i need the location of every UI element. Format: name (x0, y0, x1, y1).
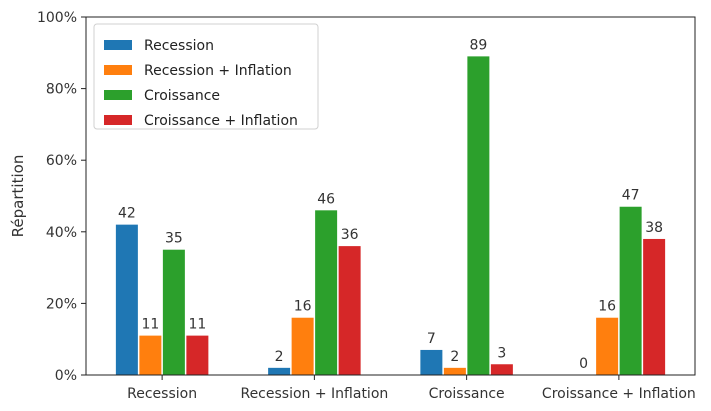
data-label: 11 (188, 317, 206, 333)
data-label: 47 (622, 188, 640, 204)
x-tick-label: Recession + Inflation (240, 386, 388, 402)
data-label: 11 (141, 317, 159, 333)
bar (162, 249, 185, 375)
bar (596, 317, 619, 375)
y-tick-label: 0% (55, 368, 77, 384)
data-label: 16 (294, 299, 312, 315)
legend-swatch (104, 40, 132, 50)
y-axis-label: Répartition (9, 155, 27, 238)
y-tick-label: 40% (46, 225, 77, 241)
data-label: 38 (645, 220, 663, 236)
bar (268, 367, 291, 375)
y-axis-ticks: 0% 20% 40% 60% 80% 100% (37, 10, 86, 384)
x-tick-label: Recession (127, 386, 197, 402)
data-label: 7 (427, 331, 436, 347)
bar (315, 210, 338, 375)
data-label: 89 (469, 37, 487, 53)
legend-swatch (104, 115, 132, 125)
y-tick-label: 20% (46, 296, 77, 312)
bar (139, 335, 162, 375)
data-label: 46 (317, 191, 335, 207)
legend-label: Recession + Inflation (144, 63, 292, 79)
x-axis-ticks: Recession Recession + Inflation Croissance… (127, 375, 696, 402)
data-label: 3 (497, 345, 506, 361)
data-label: 2 (275, 349, 284, 365)
bar (115, 224, 138, 375)
data-label: 0 (579, 356, 588, 372)
legend-swatch (104, 90, 132, 100)
data-label: 42 (118, 206, 136, 222)
legend-label: Recession (144, 38, 214, 54)
x-tick-label: Croissance + Inflation (542, 386, 696, 402)
legend-label: Croissance (144, 88, 220, 104)
x-tick-label: Croissance (429, 386, 505, 402)
bar (420, 349, 443, 375)
bar (619, 206, 642, 375)
y-tick-label: 80% (46, 82, 77, 98)
bar (443, 367, 466, 375)
bar (338, 246, 361, 375)
data-label: 35 (165, 231, 183, 247)
y-tick-label: 100% (37, 10, 77, 26)
bar (490, 364, 513, 375)
legend: Recession Recession + Inflation Croissance… (93, 23, 319, 130)
data-label: 2 (450, 349, 459, 365)
y-tick-label: 60% (46, 153, 77, 169)
data-label: 16 (598, 299, 616, 315)
bar (291, 317, 314, 375)
bar (186, 335, 209, 375)
bar (643, 238, 666, 375)
bar (467, 56, 490, 375)
legend-label: Croissance + Inflation (144, 113, 298, 129)
legend-box (93, 23, 319, 130)
legend-swatch (104, 65, 132, 75)
data-label: 36 (341, 227, 359, 243)
plot-frame (85, 16, 696, 376)
bars-layer (115, 56, 666, 375)
